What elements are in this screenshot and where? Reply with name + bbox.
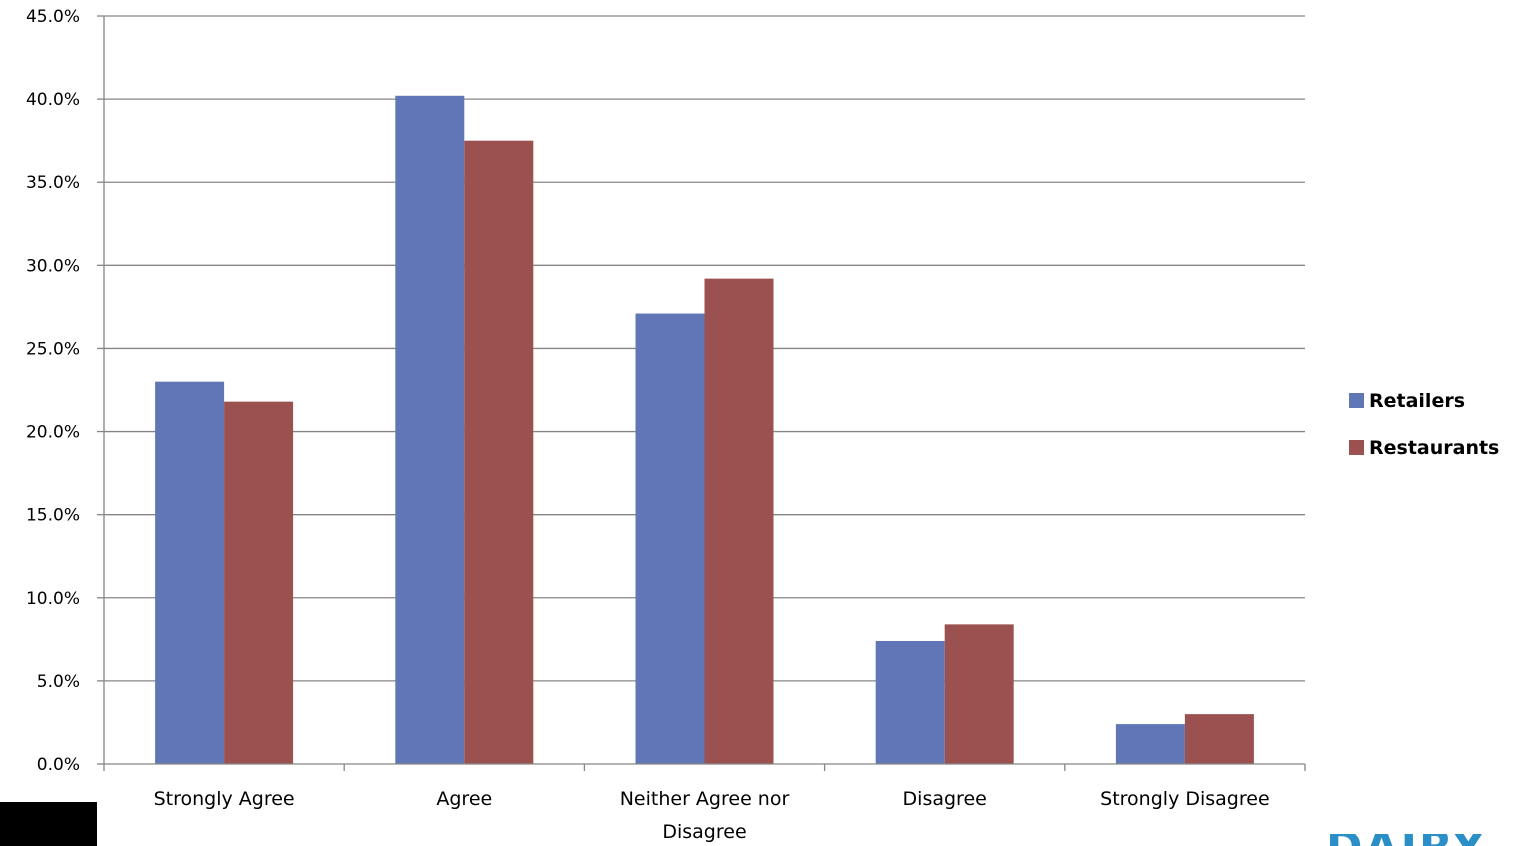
y-tick-label: 45.0% (26, 7, 80, 27)
y-tick-label: 0.0% (37, 755, 80, 775)
bar-restaurants (944, 624, 1014, 764)
legend-swatch-restaurants (1349, 440, 1364, 455)
logo-text: DAIRY (1326, 834, 1486, 846)
bar-restaurants (1184, 714, 1254, 764)
bar-restaurants (464, 140, 534, 764)
y-axis-tick-labels: 0.0% 5.0% 10.0% 15.0% 20.0% 25.0% 30.0% 35.0% 40… (26, 7, 80, 775)
x-category-label: Strongly Disagree (1100, 788, 1269, 810)
logo: DAIRY (1326, 834, 1516, 846)
legend-swatch-retailers (1349, 393, 1364, 408)
y-tick-label: 5.0% (37, 672, 80, 692)
bar-retailers (635, 313, 705, 764)
x-category-label: Neither Agree nor Disagree (620, 788, 790, 843)
y-tick-label: 30.0% (26, 256, 80, 276)
corner-dark-block (0, 802, 97, 846)
y-tick-label: 15.0% (26, 506, 80, 526)
bar-retailers (155, 381, 225, 764)
bar-retailers (395, 95, 465, 764)
y-tick-label: 20.0% (26, 423, 80, 443)
legend-label-restaurants: Restaurants (1369, 437, 1499, 459)
y-tick-label: 10.0% (26, 589, 80, 609)
bar-restaurants (704, 278, 774, 764)
bar-retailers (1115, 724, 1185, 764)
bar-retailers (875, 640, 945, 764)
legend-label-retailers: Retailers (1369, 390, 1465, 412)
y-tick-label: 35.0% (26, 173, 80, 193)
legend: Retailers Restaurants (1349, 390, 1499, 459)
x-category-label: Disagree (903, 788, 987, 810)
y-tick-label: 40.0% (26, 90, 80, 110)
y-tick-label: 25.0% (26, 339, 80, 359)
x-category-label: Agree (436, 788, 492, 810)
x-category-label: Strongly Agree (154, 788, 295, 810)
axes (97, 15, 1306, 771)
bars (155, 95, 1254, 764)
x-axis-category-labels: Strongly Agree Agree Neither Agree nor Disa… (154, 788, 1270, 843)
bar-restaurants (224, 401, 294, 764)
